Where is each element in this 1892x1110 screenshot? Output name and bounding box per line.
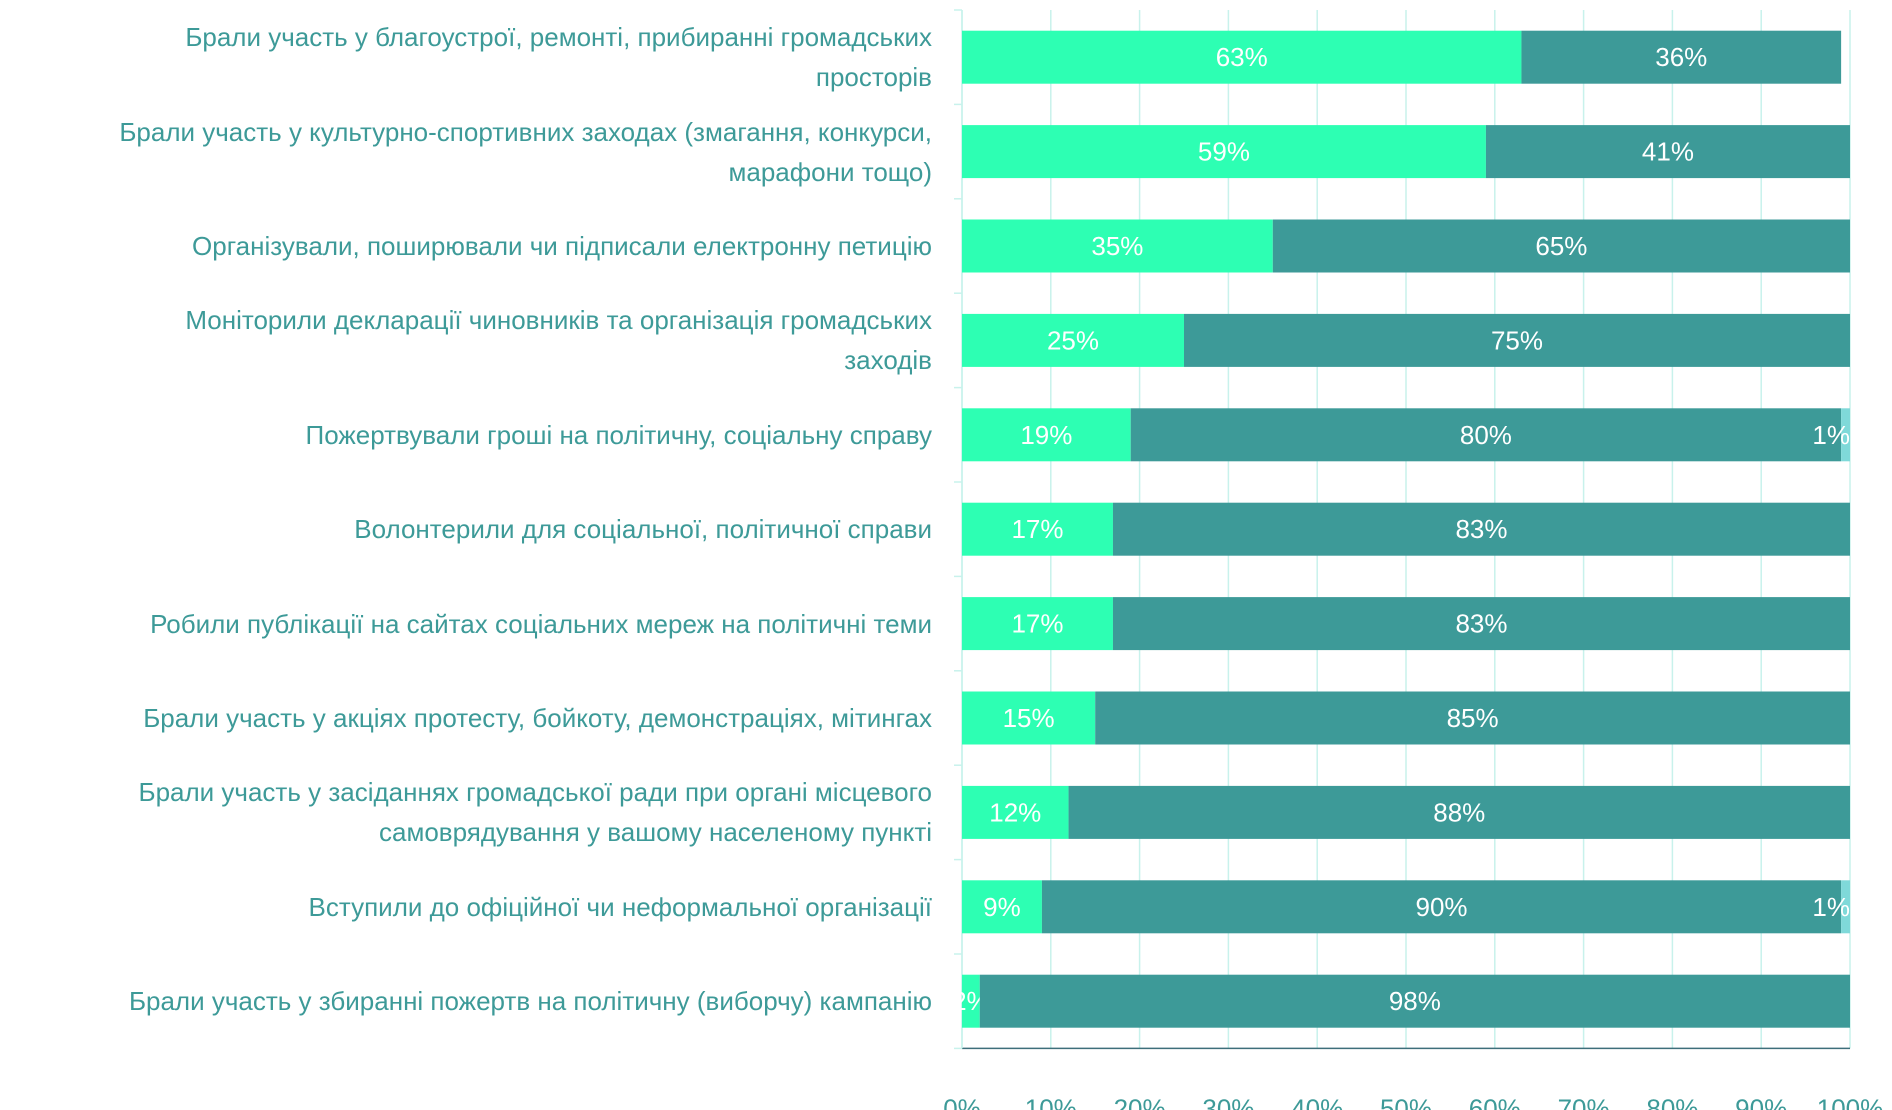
x-tick-label: 20% (1114, 1093, 1166, 1110)
value-label: 15% (1003, 703, 1055, 733)
value-label: 90% (1415, 892, 1467, 922)
category-label: Моніторили декларації чиновників та орга… (185, 305, 932, 376)
category-label: Брали участь у акціях протесту, бойкоту,… (143, 703, 932, 733)
value-label: 83% (1455, 514, 1507, 544)
value-label: 41% (1642, 137, 1694, 167)
value-label: 75% (1491, 325, 1543, 355)
x-tick-label: 70% (1558, 1093, 1610, 1110)
category-label: Вступили до офіційної чи неформальної ор… (308, 891, 932, 922)
value-label: 36% (1655, 42, 1707, 72)
bar-segment (1130, 408, 1842, 462)
bar-segment (1485, 125, 1850, 179)
bar-segment (979, 974, 1850, 1028)
value-label: 1% (1812, 420, 1850, 450)
value-label: 17% (1011, 609, 1063, 639)
value-label: 88% (1433, 797, 1485, 827)
bar-segment (962, 219, 1273, 273)
value-label: 35% (1091, 231, 1143, 261)
category-label: Організували, поширювали чи підписали ел… (192, 231, 932, 261)
value-label: 1% (1812, 892, 1850, 922)
bar-segment (1068, 785, 1850, 839)
x-tick-label: 100% (1817, 1093, 1884, 1110)
bar-segment (1095, 691, 1850, 745)
value-label: 12% (989, 797, 1041, 827)
value-label: 98% (1389, 986, 1441, 1016)
bar-segment (962, 408, 1131, 462)
bar-segment (1041, 880, 1842, 934)
x-tick-label: 60% (1469, 1093, 1521, 1110)
category-label: Брали участь у культурно-спортивних захо… (119, 116, 932, 187)
value-label: 25% (1047, 325, 1099, 355)
bar-segment (962, 785, 1069, 839)
bar-segment (962, 125, 1486, 179)
value-label: 83% (1455, 609, 1507, 639)
x-tick-label: 40% (1291, 1093, 1343, 1110)
value-label: 59% (1198, 137, 1250, 167)
x-tick-label: 30% (1202, 1093, 1254, 1110)
bar-segment (962, 30, 1522, 84)
x-tick-label: 50% (1380, 1093, 1432, 1110)
category-label: Брали участь у благоустрої, ремонті, при… (185, 22, 932, 93)
x-tick-label: 10% (1025, 1093, 1077, 1110)
bar-segment (962, 880, 1042, 934)
bar-segment (1112, 597, 1850, 651)
value-label: 85% (1447, 703, 1499, 733)
value-label: 19% (1020, 420, 1072, 450)
value-label: 17% (1011, 514, 1063, 544)
x-tick-label: 80% (1646, 1093, 1698, 1110)
bar-segment (962, 691, 1096, 745)
bar-segment (962, 313, 1184, 367)
value-label: 63% (1216, 42, 1268, 72)
bar-segment (962, 974, 980, 1028)
value-label: 65% (1535, 231, 1587, 261)
bar-segment (1112, 502, 1850, 556)
value-label: 9% (983, 892, 1021, 922)
bar-segment (1841, 880, 1850, 934)
bar-segment (962, 502, 1113, 556)
x-tick-label: 90% (1735, 1093, 1787, 1110)
value-label: 80% (1460, 420, 1512, 450)
bar-segment (1272, 219, 1850, 273)
category-label: Пожертвували гроші на політичну, соціаль… (305, 419, 932, 450)
bar-segment (962, 597, 1113, 651)
bar-segment (1184, 313, 1850, 367)
category-label: Брали участь у засіданнях громадської ра… (138, 777, 932, 848)
category-label: Волонтерили для соціальної, політичної с… (354, 514, 932, 545)
x-tick-label: 0% (943, 1093, 981, 1110)
bar-segment (1841, 408, 1850, 462)
category-label: Брали участь у збиранні пожертв на політ… (128, 986, 932, 1017)
category-label: Робили публікації на сайтах соціальних м… (150, 608, 932, 639)
bar-segment (1521, 30, 1842, 84)
